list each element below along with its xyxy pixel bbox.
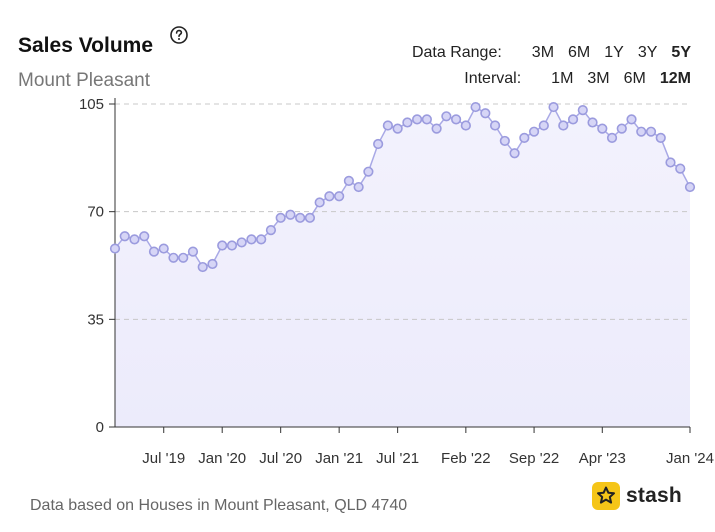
data-point (519, 132, 530, 143)
data-point (343, 175, 354, 187)
range-option-1y[interactable]: 1Y (604, 44, 624, 61)
star-icon (592, 482, 620, 510)
data-point (158, 243, 169, 254)
data-point (509, 148, 520, 159)
data-point (460, 120, 471, 131)
data-point (178, 252, 189, 263)
data-point (675, 163, 686, 174)
data-point (217, 240, 228, 251)
data-range-label: Data Range: (411, 44, 502, 61)
y-tick-label: 0 (96, 419, 104, 436)
area-fill (115, 107, 690, 428)
data-point (256, 234, 267, 245)
data-point (314, 197, 325, 208)
data-point (626, 114, 637, 125)
data-point (577, 105, 588, 116)
interval-option-6m[interactable]: 6M (623, 70, 646, 87)
data-point (441, 111, 452, 122)
data-point (402, 117, 413, 128)
data-point (353, 181, 364, 193)
range-option-6m[interactable]: 6M (568, 44, 591, 61)
data-point (265, 225, 277, 236)
data-point (499, 135, 510, 147)
data-point (363, 166, 374, 177)
page-subtitle: Mount Pleasant (18, 70, 151, 91)
brand-name: stash (626, 484, 682, 507)
data-point (548, 101, 559, 113)
interval-option-1m[interactable]: 1M (551, 70, 574, 87)
data-point (480, 108, 491, 119)
x-tick-label: Jan '20 (198, 450, 246, 467)
data-point (392, 123, 403, 134)
data-point (109, 243, 121, 254)
data-point (285, 209, 296, 220)
data-point (324, 191, 335, 202)
range-option-5y[interactable]: 5Y (671, 44, 691, 61)
data-point (597, 123, 608, 134)
data-point (334, 191, 345, 202)
data-point (275, 212, 286, 223)
data-point (489, 120, 501, 131)
x-tick-label: Apr '23 (579, 450, 626, 467)
question-circle-icon[interactable] (170, 26, 188, 44)
x-tick-label: Jul '19 (142, 450, 185, 467)
data-range-row: Data Range: 3M 6M 1Y 3Y 5Y (412, 40, 691, 66)
interval-row: Interval: 1M 3M 6M 12M (412, 66, 691, 92)
range-option-3m[interactable]: 3M (531, 44, 555, 61)
data-point (567, 114, 579, 125)
data-point (187, 246, 199, 257)
stash-logo: stash (592, 482, 682, 510)
chart-controls: Data Range: 3M 6M 1Y 3Y 5Y Interval: 1M … (412, 40, 691, 92)
data-point (558, 120, 569, 131)
data-point (168, 252, 179, 263)
data-point (645, 126, 657, 137)
x-tick-label: Jan '21 (315, 450, 363, 467)
data-point (616, 123, 627, 134)
data-point (129, 234, 140, 245)
data-point (139, 231, 150, 242)
x-tick-label: Jul '21 (376, 450, 419, 467)
data-point (470, 101, 481, 113)
interval-option-3m[interactable]: 3M (587, 70, 610, 87)
data-point (421, 114, 432, 125)
data-point (207, 258, 218, 270)
data-point (148, 246, 160, 257)
data-point (412, 114, 423, 125)
y-tick-label: 70 (87, 204, 104, 221)
range-option-3y[interactable]: 3Y (637, 44, 658, 61)
data-point (226, 240, 238, 251)
data-point (236, 237, 247, 248)
page-title: Sales Volume (18, 34, 154, 57)
data-point (382, 120, 393, 131)
x-tick-label: Jan '24 (666, 450, 714, 467)
data-point (246, 234, 257, 245)
interval-option-12m[interactable]: 12M (659, 70, 691, 87)
data-point (119, 231, 130, 242)
data-point (587, 117, 598, 128)
interval-label: Interval: (464, 70, 522, 87)
data-point (636, 126, 647, 137)
data-point (373, 138, 384, 150)
data-point (528, 126, 540, 137)
x-tick-label: Sep '22 (509, 450, 559, 467)
data-point (665, 157, 676, 168)
data-point (606, 132, 618, 143)
data-point (451, 114, 462, 125)
data-point (684, 181, 696, 193)
data-source-note: Data based on Houses in Mount Pleasant, … (30, 497, 408, 514)
data-point (197, 261, 208, 273)
x-tick-label: Feb '22 (441, 450, 491, 467)
x-tick-label: Jul '20 (259, 450, 302, 467)
data-point (538, 120, 549, 131)
data-point (304, 212, 316, 223)
data-point (655, 132, 666, 143)
y-tick-label: 105 (79, 96, 104, 113)
data-point (295, 212, 306, 223)
data-point (431, 123, 442, 134)
y-tick-label: 35 (87, 311, 104, 328)
